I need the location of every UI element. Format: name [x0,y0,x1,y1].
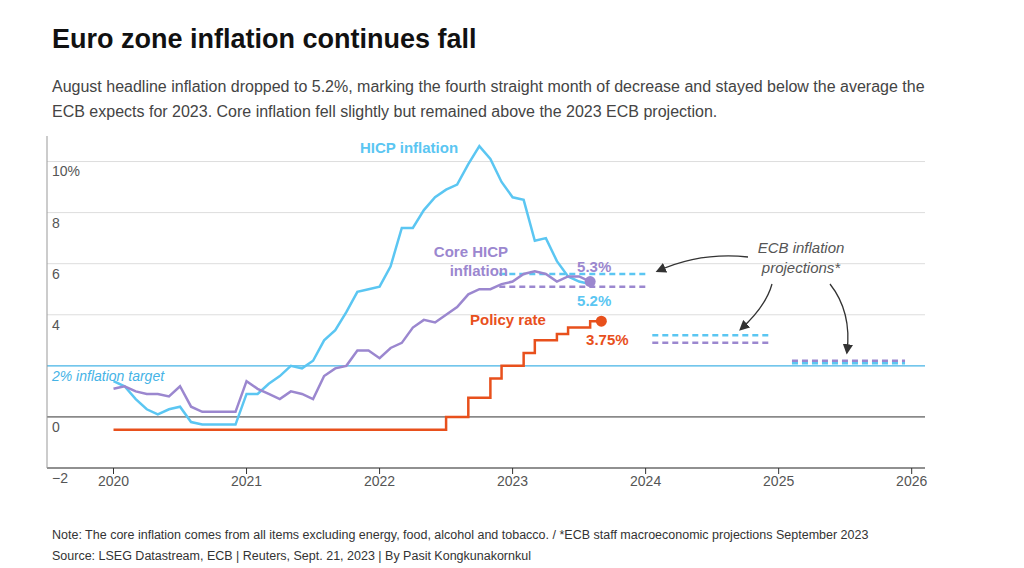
svg-text:2024: 2024 [630,473,661,489]
svg-text:5.2%: 5.2% [577,292,611,309]
html-text:Euro zone inflation continues: Euro zone inflation continues fall [52,24,477,54]
svg-text:6: 6 [52,266,60,282]
svg-text:2026: 2026 [896,473,927,489]
html-text:HICP inflation: HICP inflation [360,139,459,156]
html-text:Core HICP inflation: Core HICP inflation [433,243,508,279]
svg-text:8: 8 [52,215,60,231]
svg-text:2025: 2025 [763,473,794,489]
svg-text:−2: −2 [52,470,68,486]
svg-text:2020: 2020 [98,473,129,489]
svg-text:3.75%: 3.75% [586,331,629,348]
svg-text:5.3%: 5.3% [577,258,611,275]
html-text:Note: The core inflation comes: Note: The core inflation comes from all … [52,528,869,542]
html-text:Policy rate: Policy rate [470,311,546,328]
svg-text:10%: 10% [52,163,80,179]
html-text:ECB inflation projections*: ECB inflation projections* [757,239,845,276]
svg-text:2021: 2021 [231,473,262,489]
html-text:Source: LSEG Datastream, ECB |: Source: LSEG Datastream, ECB | Reuters, … [52,549,531,563]
svg-text:0: 0 [52,419,60,435]
svg-text:2022: 2022 [364,473,395,489]
svg-text:2023: 2023 [497,473,528,489]
html-text:August headline inflation drop: August headline inflation dropped to 5.2… [52,78,925,120]
svg-text:2% inflation target: 2% inflation target [51,368,165,384]
svg-text:4: 4 [52,317,60,333]
